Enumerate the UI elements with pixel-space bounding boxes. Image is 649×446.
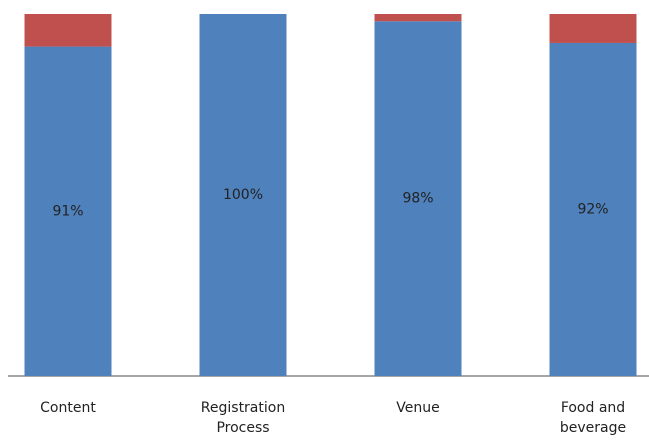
bar-segment xyxy=(549,42,637,377)
bar-segment xyxy=(374,14,462,22)
bar-segment xyxy=(549,14,637,43)
x-tick-label: Venue xyxy=(396,400,440,416)
bar-segment xyxy=(374,21,462,377)
data-label: 92% xyxy=(577,201,608,217)
x-tick-label: Registration Process xyxy=(200,400,286,436)
data-label: 91% xyxy=(52,203,83,219)
x-tick-label: Food and beverage xyxy=(559,400,627,436)
data-label: 98% xyxy=(402,191,433,207)
bar-segment xyxy=(199,14,287,376)
bar-segment xyxy=(24,46,112,377)
data-label: 100% xyxy=(223,187,263,203)
x-tick-label: Content xyxy=(40,400,96,416)
bar-segment xyxy=(24,14,112,47)
